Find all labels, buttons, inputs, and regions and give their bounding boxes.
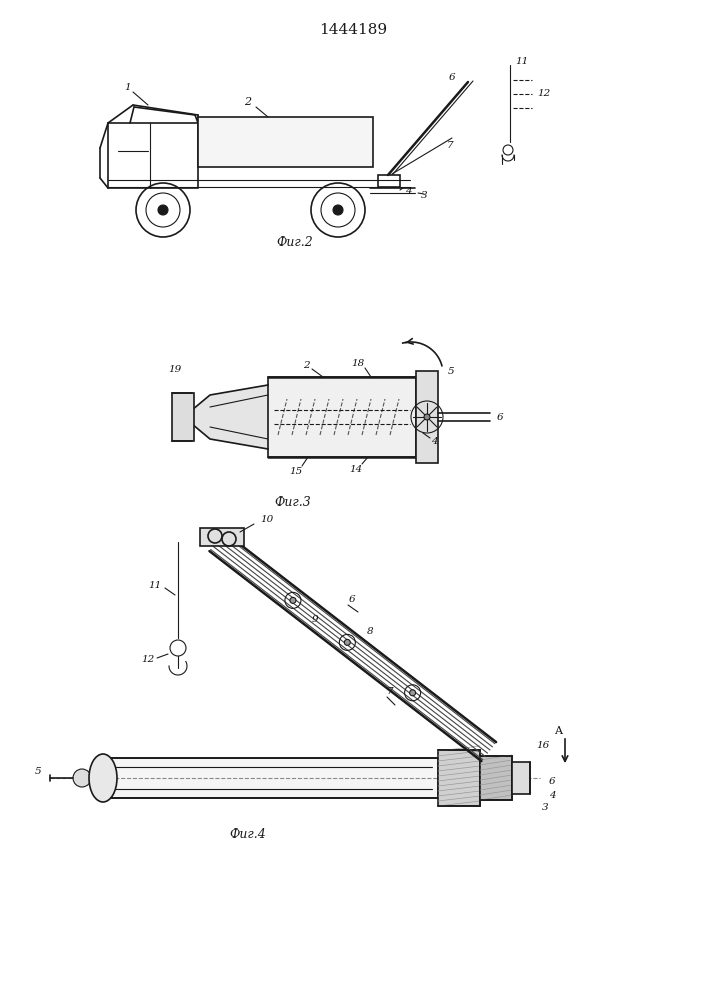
Bar bbox=[378, 175, 400, 187]
Text: 3: 3 bbox=[542, 804, 549, 812]
Circle shape bbox=[290, 597, 296, 603]
Text: 3: 3 bbox=[421, 192, 427, 200]
Text: 11: 11 bbox=[515, 57, 529, 66]
Text: 2: 2 bbox=[303, 360, 310, 369]
Text: 7: 7 bbox=[447, 140, 453, 149]
Text: 1: 1 bbox=[124, 84, 132, 93]
Text: 2: 2 bbox=[245, 97, 252, 107]
Text: 18: 18 bbox=[351, 359, 365, 367]
Text: 9: 9 bbox=[312, 615, 318, 624]
Ellipse shape bbox=[89, 754, 117, 802]
Bar bbox=[172, 393, 194, 441]
Text: Фиг.4: Фиг.4 bbox=[230, 828, 267, 842]
Text: 12: 12 bbox=[537, 89, 551, 98]
Circle shape bbox=[333, 205, 343, 215]
Text: Фиг.2: Фиг.2 bbox=[276, 235, 313, 248]
Text: 6: 6 bbox=[549, 778, 555, 786]
Bar bbox=[200, 528, 244, 546]
Text: 6: 6 bbox=[497, 412, 503, 422]
Circle shape bbox=[158, 205, 168, 215]
Bar bbox=[416, 371, 438, 463]
Circle shape bbox=[409, 690, 416, 696]
Text: 14: 14 bbox=[349, 464, 363, 474]
Circle shape bbox=[424, 414, 430, 420]
Bar bbox=[108, 123, 198, 188]
Text: 7: 7 bbox=[387, 688, 393, 696]
Text: 6: 6 bbox=[349, 595, 356, 604]
Text: 19: 19 bbox=[168, 364, 182, 373]
Text: 5: 5 bbox=[35, 768, 41, 776]
Bar bbox=[268, 377, 416, 457]
Text: 4: 4 bbox=[431, 436, 438, 446]
Text: 10: 10 bbox=[260, 516, 274, 524]
Circle shape bbox=[344, 639, 351, 645]
Text: 11: 11 bbox=[148, 580, 162, 589]
Bar bbox=[198, 117, 373, 167]
Text: A: A bbox=[554, 726, 562, 736]
Circle shape bbox=[73, 769, 91, 787]
Text: Фиг.3: Фиг.3 bbox=[274, 496, 311, 510]
Text: 8: 8 bbox=[367, 628, 373, 637]
Polygon shape bbox=[192, 385, 268, 449]
Bar bbox=[512, 762, 530, 794]
Text: 16: 16 bbox=[537, 742, 549, 750]
Text: 15: 15 bbox=[289, 466, 303, 476]
Bar bbox=[480, 756, 512, 800]
Text: 4: 4 bbox=[404, 188, 411, 196]
Text: 12: 12 bbox=[141, 656, 155, 664]
Text: 6: 6 bbox=[449, 74, 455, 83]
Text: 5: 5 bbox=[448, 366, 455, 375]
Bar bbox=[98, 758, 438, 798]
Text: 1444189: 1444189 bbox=[319, 23, 387, 37]
Bar bbox=[438, 750, 480, 806]
Text: 4: 4 bbox=[549, 792, 555, 800]
